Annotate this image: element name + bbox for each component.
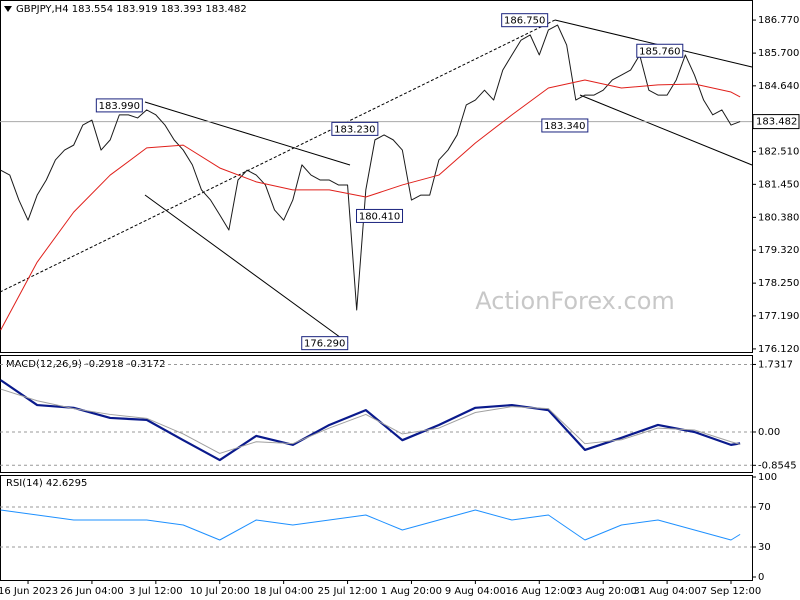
series-line — [0, 24, 741, 311]
y-tick-label: 30 — [758, 542, 771, 553]
annotation-box — [331, 121, 379, 136]
annotation-box — [636, 43, 684, 58]
rsi-panel — [0, 475, 753, 581]
x-tick-label: 18 Jul 04:00 — [254, 586, 314, 597]
y-tick-label: 180.380 — [758, 212, 799, 223]
series-line — [0, 79, 741, 331]
trendline — [0, 19, 556, 293]
x-tick-label: 26 Jun 04:00 — [60, 586, 124, 597]
x-tick-label: 9 Aug 04:00 — [445, 586, 506, 597]
last-price-box — [752, 114, 800, 130]
y-tick-label: 182.510 — [758, 147, 799, 158]
y-tick-label: 185.700 — [758, 48, 799, 59]
x-tick-label: 3 Jul 12:00 — [129, 586, 183, 597]
x-tick-label: 16 Jun 2023 — [0, 586, 58, 597]
y-tick-label: 177.190 — [758, 311, 799, 322]
y-tick-label: 0.00 — [758, 427, 780, 438]
x-tick-label: 31 Aug 04:00 — [633, 586, 700, 597]
y-tick-label: 1.7317 — [758, 359, 793, 370]
annotation-label: 176.290 — [304, 339, 345, 350]
trendline — [554, 19, 753, 68]
x-tick-label: 23 Aug 20:00 — [569, 586, 636, 597]
series-line — [0, 379, 741, 462]
annotation-box — [501, 13, 549, 28]
last-price-label: 183.482 — [756, 117, 797, 128]
macd-panel — [0, 355, 753, 473]
x-tick-label: 1 Aug 20:00 — [381, 586, 442, 597]
annotation-label: 183.340 — [544, 121, 585, 132]
annotation-box — [356, 208, 404, 223]
y-tick-label: 184.640 — [758, 81, 799, 92]
rsi-title: RSI(14) 42.6295 — [6, 478, 87, 489]
x-tick-label: 7 Sep 12:00 — [701, 586, 761, 597]
y-tick-label: 176.120 — [758, 344, 799, 355]
y-tick-label: 0 — [758, 572, 764, 583]
annotation-box — [541, 118, 589, 133]
y-tick-label: 186.770 — [758, 15, 799, 26]
y-tick-label: 181.450 — [758, 179, 799, 190]
trendline — [579, 94, 753, 166]
chart-title: GBPJPY,H4 183.554 183.919 183.393 183.48… — [16, 4, 247, 15]
annotation-box — [301, 336, 349, 351]
annotation-label: 185.760 — [639, 46, 680, 57]
annotation-box — [95, 98, 143, 113]
x-tick-label: 25 Jul 12:00 — [318, 586, 378, 597]
annotation-label: 183.230 — [334, 124, 375, 135]
series-line — [0, 388, 741, 454]
y-tick-label: -0.8545 — [758, 460, 797, 471]
y-tick-label: 100 — [758, 472, 777, 483]
trendlines — [0, 19, 753, 344]
price-panel — [0, 0, 753, 353]
series-line — [0, 509, 741, 541]
x-tick-label: 10 Jul 20:00 — [190, 586, 250, 597]
trendline — [144, 101, 351, 166]
annotation-label: 183.990 — [99, 101, 140, 112]
watermark: ActionForex.com — [475, 287, 675, 315]
y-tick-label: 70 — [758, 502, 771, 513]
y-tick-label: 178.250 — [758, 278, 799, 289]
annotation-label: 180.410 — [359, 211, 400, 222]
annotation-label: 186.750 — [504, 16, 545, 27]
x-tick-label: 16 Aug 12:00 — [506, 586, 573, 597]
trendline — [144, 194, 349, 344]
y-tick-label: 179.320 — [758, 245, 799, 256]
symbol-icon — [4, 6, 12, 12]
